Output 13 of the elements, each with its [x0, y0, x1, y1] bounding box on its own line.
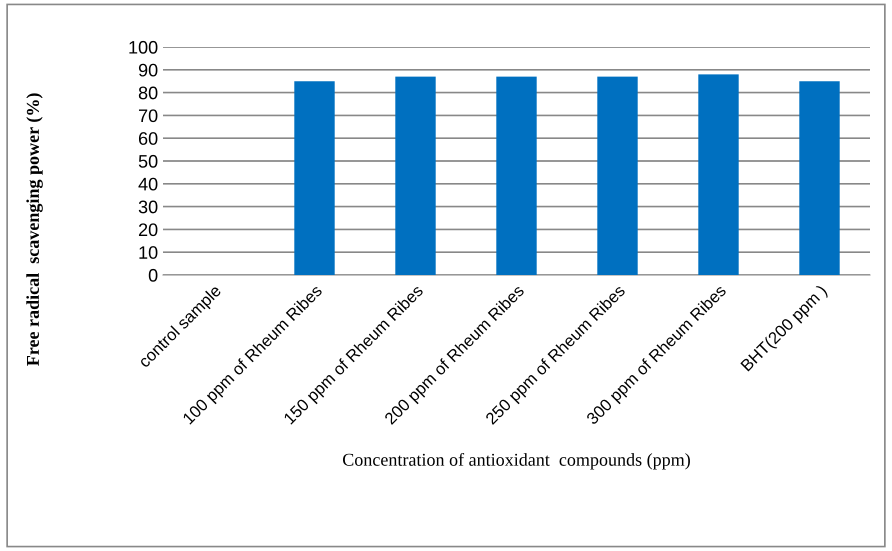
y-tick-label: 100	[129, 40, 158, 54]
y-tick-label: 80	[138, 86, 158, 100]
y-tick-label: 50	[138, 154, 158, 168]
y-tick-label: 10	[139, 246, 158, 259]
y-tick-label: 90	[138, 64, 158, 77]
x-axis-title: Concentration of antioxidant compounds (ppm)	[342, 452, 690, 470]
y-tick-label: 30	[138, 200, 158, 214]
y-tick-label: 20	[138, 223, 158, 236]
y-axis-title: Free radical scavenging power (%)	[26, 93, 43, 366]
y-tick-label: 0	[148, 268, 158, 282]
y-tick-label: 60	[138, 132, 158, 145]
y-tick-label: 70	[138, 109, 158, 122]
y-tick-label: 40	[138, 178, 158, 191]
